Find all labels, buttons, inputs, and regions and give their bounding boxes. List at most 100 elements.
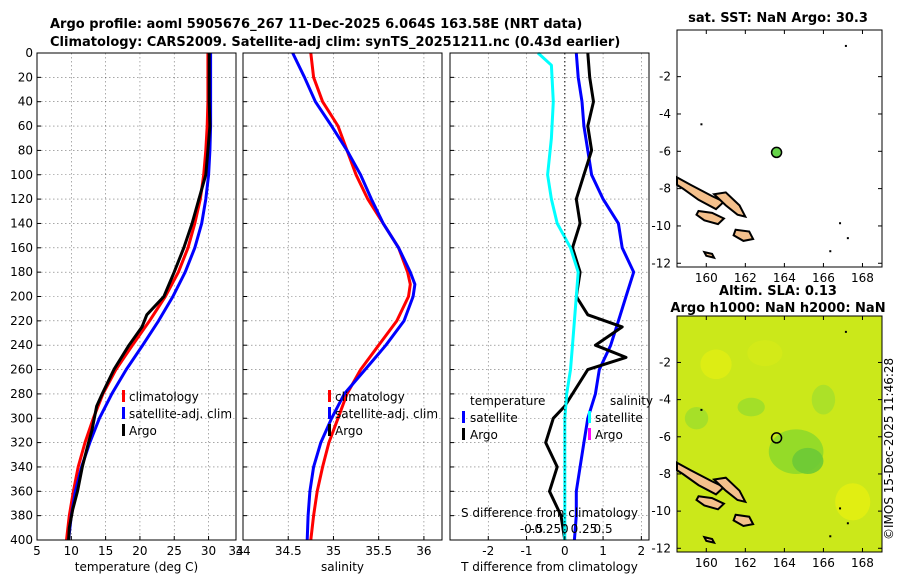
y-tick-label: 360 — [10, 484, 33, 498]
y-tick-label: 320 — [10, 436, 33, 450]
islet — [700, 408, 703, 411]
sst-map: 160 162 164 166 168 -2 -4 -6 -8 -10 -12 — [651, 29, 883, 285]
temperature-panel: 0 20 40 60 80 100 120 140 160 180 200 220 240 260 280 3… — [10, 46, 244, 574]
island-coastline — [676, 461, 726, 496]
y-tick-label: 140 — [10, 216, 33, 230]
legend-swatch — [122, 424, 125, 436]
x-axis-label: salinity — [321, 560, 364, 574]
salinity-panel: 34 34.5 35 35.5 36 salinity climatology satelli… — [235, 52, 443, 574]
argo-location-marker — [770, 146, 783, 159]
x-tick-label: 164 — [773, 556, 796, 570]
x-tick-label: 35.5 — [365, 544, 392, 558]
y-tick-label: -4 — [659, 107, 671, 121]
islet — [846, 237, 849, 240]
legend-temperature-title: temperature — [470, 394, 545, 408]
y-tick-label: -2 — [659, 70, 671, 84]
series-line-climatology — [309, 52, 412, 541]
sla-anomaly-blob — [835, 483, 871, 521]
y-tick-label: 80 — [18, 143, 33, 157]
y-tick-label: -4 — [659, 393, 671, 407]
sla-anomaly-blob — [684, 407, 709, 430]
sla-anomaly-blob — [792, 447, 824, 474]
top-x-tick-label: 0.5 — [594, 522, 613, 536]
x-tick-label: 10 — [64, 544, 79, 558]
sla-anomaly-blob — [737, 397, 765, 417]
legend-swatch — [122, 390, 125, 402]
top-x-axis-label: S difference from climatology — [461, 506, 638, 520]
top-x-tick-label: -0.25 — [530, 522, 561, 536]
sla-anomaly-blob — [747, 340, 783, 367]
island-coastline — [702, 535, 717, 545]
x-tick-label: -1 — [521, 544, 533, 558]
y-tick-label: 100 — [10, 168, 33, 182]
y-tick-label: -8 — [659, 467, 671, 481]
island-coastline — [711, 476, 748, 504]
x-tick-label: 166 — [812, 271, 835, 285]
y-tick-label: 120 — [10, 192, 33, 206]
x-tick-label: 162 — [734, 556, 757, 570]
y-tick-label: 60 — [18, 119, 33, 133]
legend-entry: Argo — [129, 424, 157, 438]
x-tick-label: 34.5 — [275, 544, 302, 558]
x-tick-label: 2 — [638, 544, 646, 558]
x-tick-label: 5 — [33, 544, 41, 558]
x-tick-label: 25 — [167, 544, 182, 558]
top-x-tick-label: -0.5 — [520, 522, 543, 536]
x-tick-label: 166 — [812, 556, 835, 570]
y-tick-label: -12 — [651, 541, 671, 555]
islet — [846, 522, 849, 525]
x-tick-label: 30 — [201, 544, 216, 558]
y-tick-label: -12 — [651, 256, 671, 270]
legend-swatch — [122, 407, 125, 419]
map-bottom-title-line1: Altim. SLA: 0.13 — [719, 284, 837, 299]
x-tick-label: 34 — [228, 544, 243, 558]
island-coastline — [695, 495, 726, 511]
figure-title-line2: Climatology: CARS2009. Satellite-adj cli… — [50, 35, 620, 50]
legend-swatch — [328, 390, 331, 402]
island-coastline — [702, 250, 717, 260]
y-tick-label: 0 — [25, 46, 33, 60]
y-tick-label: -8 — [659, 182, 671, 196]
map-frame — [676, 315, 883, 553]
sla-anomaly-blob — [811, 384, 836, 415]
y-tick-label: -10 — [651, 219, 671, 233]
y-tick-label: 280 — [10, 387, 33, 401]
legend-entry: satellite — [595, 411, 643, 425]
legend-swatch — [328, 407, 331, 419]
x-tick-label: 168 — [851, 271, 874, 285]
y-tick-label: 260 — [10, 363, 33, 377]
island-coastline — [732, 513, 755, 528]
x-tick-label: 164 — [773, 271, 796, 285]
islet — [829, 535, 832, 538]
x-axis-label: T difference from climatology — [460, 560, 638, 574]
series-line-satellite-adj--clim — [291, 52, 417, 541]
x-tick-label: 15 — [98, 544, 113, 558]
legend-swatch — [328, 424, 331, 436]
sla-anomaly-blob — [700, 349, 732, 380]
legend-entry: climatology — [335, 390, 405, 404]
legend-swatch — [588, 428, 591, 440]
y-tick-label: 20 — [18, 70, 33, 84]
y-tick-label: 220 — [10, 314, 33, 328]
x-tick-label: -2 — [482, 544, 494, 558]
island-coastline — [695, 209, 726, 226]
y-tick-label: 400 — [10, 533, 33, 547]
y-tick-label: -10 — [651, 504, 671, 518]
y-tick-label: 180 — [10, 265, 33, 279]
islet — [700, 123, 703, 126]
x-tick-label: 160 — [695, 556, 718, 570]
map-top-title: sat. SST: NaN Argo: 30.3 — [688, 11, 868, 26]
y-tick-label: -6 — [659, 430, 671, 444]
figure-title-line1: Argo profile: aoml 5905676_267 11-Dec-20… — [50, 17, 582, 32]
x-tick-label: 168 — [851, 556, 874, 570]
legend-entry: Argo — [470, 428, 498, 442]
legend-entry: Argo — [335, 424, 363, 438]
legend-swatch — [462, 428, 465, 440]
island-coastline — [676, 175, 726, 211]
legend-entry: climatology — [129, 390, 199, 404]
x-tick-label: 1 — [599, 544, 607, 558]
legend-entry: satellite-adj. clim — [335, 407, 438, 421]
y-tick-label: 160 — [10, 241, 33, 255]
islet — [844, 330, 847, 333]
series-line-argo — [67, 53, 212, 541]
